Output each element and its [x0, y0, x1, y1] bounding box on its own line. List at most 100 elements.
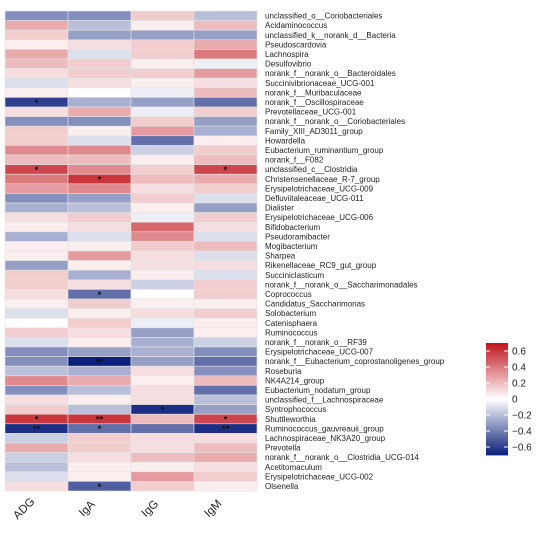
row-label: Solobacterium [265, 309, 316, 318]
legend-gradient-step [486, 356, 508, 359]
heatmap-cell [67, 20, 132, 31]
legend-gradient-step [486, 417, 508, 420]
legend-gradient-step [486, 384, 508, 387]
legend-gradient-step [486, 357, 508, 361]
legend-tick-label: 0.2 [512, 379, 526, 390]
heatmap-cell [130, 39, 195, 50]
heatmap-cell [4, 471, 69, 482]
row-label: unclassified_o__Coriobacteriales [265, 12, 382, 21]
heatmap-cell [67, 39, 132, 50]
row-label: Syntrophococcus [265, 405, 326, 414]
legend-gradient-step [486, 343, 508, 346]
heatmap-cell [67, 404, 132, 415]
heatmap-cell [4, 404, 69, 415]
heatmap-cell [130, 202, 195, 213]
heatmap-cell [4, 39, 69, 50]
heatmap-cell [193, 404, 258, 415]
heatmap-cell [67, 202, 132, 213]
heatmap-cell [4, 298, 69, 309]
legend-gradient-step [486, 413, 508, 417]
row-label: norank_f__norank_o__Saccharimonadales [265, 280, 418, 289]
heatmap-cell [4, 308, 69, 319]
heatmap-cell [193, 87, 258, 98]
row-label: Coprococcus [265, 290, 312, 299]
heatmap-cell [193, 39, 258, 50]
heatmap-cell [130, 346, 195, 357]
row-label: Erysipelotrichaceae_UCG-002 [265, 472, 374, 481]
color-legend: 0.6 0.4 0.2 0 −0.2 −0.4 −0.6 [486, 343, 532, 456]
heatmap-cell [193, 58, 258, 69]
legend-gradient-step [486, 391, 508, 394]
legend-gradient-step [486, 410, 508, 413]
heatmap-cell [67, 317, 132, 329]
legend-gradient-step [486, 397, 508, 400]
heatmap-cell [4, 250, 69, 261]
heatmap-cell [130, 317, 195, 329]
heatmap-cell [67, 145, 132, 156]
heatmap-cell [67, 49, 132, 60]
heatmap-cell [67, 442, 132, 453]
heatmap-cell [67, 375, 132, 386]
heatmap-cell [193, 442, 258, 453]
legend-gradient-step [486, 378, 508, 381]
heatmap-cell [193, 385, 258, 396]
row-label: Pseudoscardovia [265, 40, 327, 49]
heatmap-cell [4, 20, 69, 31]
heatmap-cell [67, 97, 132, 108]
heatmap-cell [67, 394, 132, 405]
significance-marker: * [224, 415, 228, 426]
heatmap-cell [193, 337, 258, 348]
heatmap-cell [193, 279, 258, 290]
heatmap-cell [4, 337, 69, 348]
heatmap-cell [67, 308, 132, 319]
column-labels: ADG IgA IgG IgM [11, 496, 224, 522]
legend-gradient-step [486, 415, 508, 419]
significance-marker: ** [222, 424, 230, 435]
legend-gradient-step [486, 406, 508, 409]
legend-gradient-step [486, 365, 508, 368]
heatmap-cell [130, 298, 195, 309]
significance-marker: * [35, 98, 39, 109]
heatmap-cell [4, 135, 69, 146]
heatmap-cell [130, 87, 195, 98]
legend-gradient-step [486, 451, 508, 454]
heatmap-cell [130, 68, 195, 79]
heatmap-cell [193, 461, 258, 473]
significance-marker: * [224, 165, 228, 176]
heatmap-cell [130, 327, 195, 338]
heatmap-cell [4, 317, 69, 329]
heatmap-cell [193, 356, 258, 367]
heatmap-cell [193, 77, 258, 89]
heatmap-cell [193, 221, 258, 233]
legend-gradient-step [486, 363, 508, 366]
row-label: Christensenellaceae_R-7_group [265, 175, 380, 184]
heatmap-cell [193, 49, 258, 60]
heatmap-cell [67, 327, 132, 338]
heatmap-cell [130, 442, 195, 453]
heatmap-cell [67, 461, 132, 473]
column-label: IgA [77, 498, 98, 519]
significance-marker: * [98, 175, 102, 186]
row-label: unclassified_c__Clostridia [265, 165, 358, 174]
heatmap-cell [4, 154, 69, 165]
legend-gradient-step [486, 399, 508, 402]
row-label: Eubacterium_nodatum_group [265, 386, 371, 395]
heatmap-cell [67, 58, 132, 69]
heatmap-cell [130, 125, 195, 137]
row-label: norank_f__Eubacterium_coprostanoligenes_… [265, 357, 445, 366]
heatmap-cell [4, 461, 69, 473]
heatmap-cell [130, 20, 195, 31]
legend-gradient-step [486, 441, 508, 445]
heatmap-cell [4, 346, 69, 357]
heatmap-cell [130, 135, 195, 146]
heatmap-cell [130, 375, 195, 386]
row-label: norank_f__norank_o__Coriobacteriales [265, 117, 405, 126]
legend-gradient-step [486, 427, 508, 430]
heatmap-cells [4, 10, 258, 492]
heatmap-cell [130, 250, 195, 261]
legend-gradient-step [486, 419, 508, 422]
heatmap-cell [130, 164, 195, 175]
heatmap-cell [4, 269, 69, 281]
row-label: Lachnospiraceae_NK3A20_group [265, 434, 386, 443]
significance-marker: * [98, 482, 102, 493]
